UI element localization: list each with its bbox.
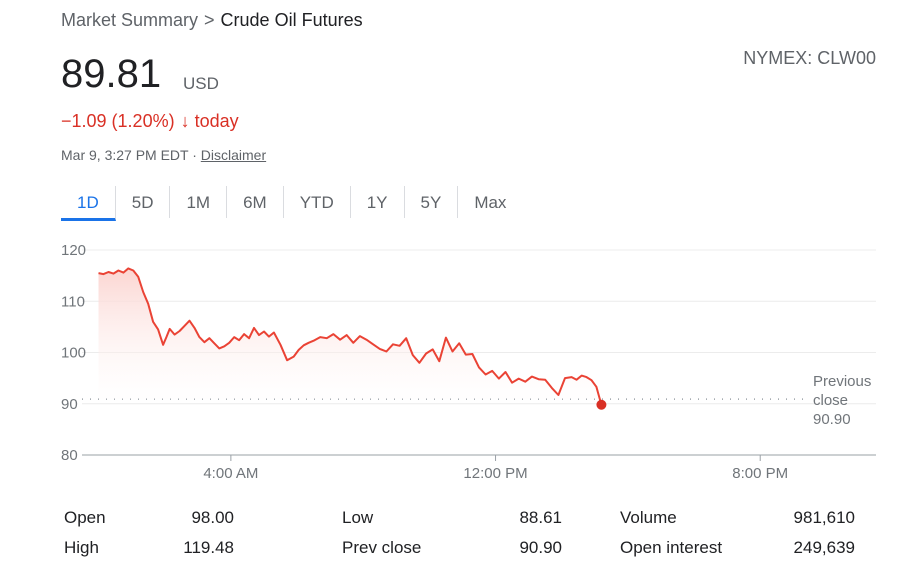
stat-label-volume: Volume — [620, 508, 677, 527]
x-tick-label: 8:00 PM — [732, 465, 788, 482]
price-change: −1.09 (1.20%) ↓ today — [61, 111, 239, 132]
breadcrumb-current: Crude Oil Futures — [220, 10, 363, 30]
x-tick-label: 4:00 AM — [203, 465, 258, 482]
change-period: today — [194, 111, 239, 131]
breadcrumb-separator: > — [204, 10, 215, 30]
tab-5d[interactable]: 5D — [116, 186, 171, 218]
tab-ytd[interactable]: YTD — [284, 186, 351, 218]
y-tick-label: 100 — [61, 345, 86, 362]
x-tick-label: 12:00 PM — [463, 465, 527, 482]
breadcrumb: Market Summary > Crude Oil Futures — [61, 10, 363, 31]
change-amount: −1.09 (1.20%) — [61, 111, 175, 131]
y-tick-label: 90 — [61, 396, 78, 413]
price-area-fill — [98, 268, 602, 405]
breadcrumb-parent[interactable]: Market Summary — [61, 10, 199, 30]
stat-label-high: High — [64, 538, 99, 557]
stat-label-low: Low — [342, 508, 374, 527]
current-price-dot — [596, 399, 607, 410]
exchange-symbol: NYMEX: CLW00 — [743, 48, 876, 68]
disclaimer-link[interactable]: Disclaimer — [200, 147, 267, 163]
y-tick-label: 110 — [61, 293, 85, 310]
tab-1y[interactable]: 1Y — [351, 186, 405, 218]
quote-timestamp: Mar 9, 3:27 PM EDT — [61, 147, 189, 163]
stat-value-high: 119.48 — [183, 538, 234, 557]
stat-value-volume: 981,610 — [793, 508, 855, 527]
stat-label-open-interest: Open interest — [620, 538, 723, 557]
stat-value-open: 98.00 — [191, 508, 234, 527]
tab-6m[interactable]: 6M — [227, 186, 284, 218]
stat-label-prev-close: Prev close — [342, 538, 422, 557]
previous-close-label: close — [813, 392, 848, 409]
tab-1m[interactable]: 1M — [170, 186, 228, 218]
tab-5y[interactable]: 5Y — [405, 186, 459, 218]
previous-close-label: Previous — [813, 373, 871, 390]
tab-max[interactable]: Max — [474, 193, 507, 212]
y-tick-label: 80 — [61, 447, 78, 464]
stat-value-low: 88.61 — [519, 508, 562, 527]
currency-label: USD — [183, 74, 219, 93]
quote-meta: Mar 9, 3:27 PM EDT · Disclaimer — [61, 147, 266, 163]
price-chart[interactable]: 120 110 100 90 80 4:00 AM 12:00 PM 8:00 PM Previ… — [0, 230, 907, 500]
stat-value-prev-close: 90.90 — [519, 538, 562, 557]
range-tabs: 1D 5D 1M 6M YTD 1Y 5Y Max — [61, 186, 522, 221]
price-line — [98, 267, 603, 405]
meta-bullet: · — [192, 147, 197, 163]
stat-label-open: Open — [64, 508, 106, 527]
down-arrow-icon: ↓ — [180, 111, 190, 131]
previous-close-label: 90.90 — [813, 411, 851, 428]
current-price: 89.81 — [61, 52, 162, 96]
y-tick-label: 120 — [61, 242, 86, 259]
tab-1d[interactable]: 1D — [61, 186, 116, 221]
stat-value-open-interest: 249,639 — [793, 538, 855, 557]
